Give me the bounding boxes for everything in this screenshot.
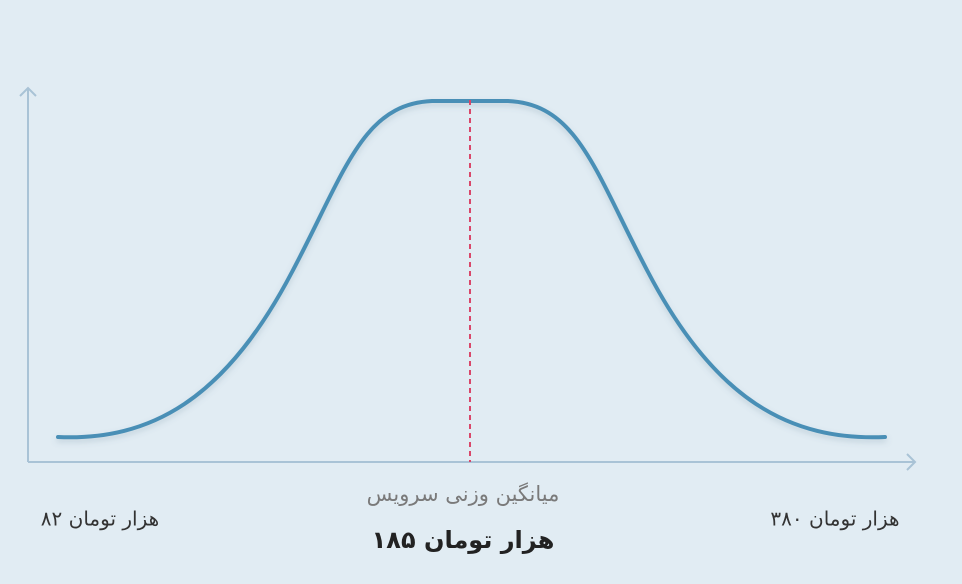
y-axis-arrow — [19, 86, 37, 97]
axes — [19, 86, 917, 471]
bell-curve — [56, 99, 887, 440]
min-value: ۸۲ هزار تومان — [41, 507, 159, 531]
mean-value: ۱۸۵ هزار تومان — [372, 526, 555, 554]
mean-caption: میانگین وزنی سرویس — [367, 482, 560, 506]
max-value: ۳۸۰ هزار تومان — [770, 507, 899, 531]
x-axis-arrow — [906, 453, 917, 471]
